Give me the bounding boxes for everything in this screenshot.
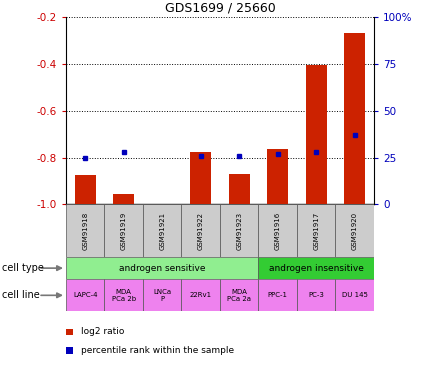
Bar <box>220 204 258 257</box>
Title: GDS1699 / 25660: GDS1699 / 25660 <box>164 2 275 14</box>
Text: GSM91921: GSM91921 <box>159 211 165 250</box>
Bar <box>105 204 143 257</box>
Bar <box>66 279 105 311</box>
Bar <box>74 175 96 204</box>
Bar <box>229 174 250 204</box>
Text: androgen insensitive: androgen insensitive <box>269 264 364 273</box>
Bar <box>335 204 374 257</box>
Text: GSM91918: GSM91918 <box>82 211 88 250</box>
Text: androgen sensitive: androgen sensitive <box>119 264 205 273</box>
Text: MDA
PCa 2b: MDA PCa 2b <box>112 289 136 302</box>
Bar <box>105 279 143 311</box>
Bar <box>297 279 335 311</box>
Text: GSM91923: GSM91923 <box>236 211 242 250</box>
Text: GSM91919: GSM91919 <box>121 211 127 250</box>
Bar <box>66 204 105 257</box>
Text: percentile rank within the sample: percentile rank within the sample <box>81 346 234 355</box>
Bar <box>258 204 297 257</box>
Bar <box>344 33 366 204</box>
Bar <box>297 204 335 257</box>
Bar <box>258 279 297 311</box>
Text: GSM91917: GSM91917 <box>313 211 319 250</box>
Text: GSM91922: GSM91922 <box>198 211 204 250</box>
Text: log2 ratio: log2 ratio <box>81 327 124 336</box>
Bar <box>335 279 374 311</box>
Bar <box>181 279 220 311</box>
Bar <box>190 152 211 204</box>
Text: PC-3: PC-3 <box>308 292 324 298</box>
Bar <box>113 194 134 204</box>
Bar <box>143 204 181 257</box>
Text: GSM91920: GSM91920 <box>352 211 358 250</box>
Text: 22Rv1: 22Rv1 <box>190 292 212 298</box>
Bar <box>267 149 288 204</box>
Bar <box>306 65 327 204</box>
Bar <box>143 279 181 311</box>
Text: LNCa
P: LNCa P <box>153 289 171 302</box>
Text: cell type: cell type <box>2 263 44 273</box>
Bar <box>66 257 258 279</box>
Text: GSM91916: GSM91916 <box>275 211 280 250</box>
Bar <box>181 204 220 257</box>
Bar <box>258 257 374 279</box>
Text: DU 145: DU 145 <box>342 292 368 298</box>
Text: cell line: cell line <box>2 290 40 300</box>
Bar <box>220 279 258 311</box>
Text: LAPC-4: LAPC-4 <box>73 292 97 298</box>
Text: PPC-1: PPC-1 <box>268 292 288 298</box>
Text: MDA
PCa 2a: MDA PCa 2a <box>227 289 251 302</box>
